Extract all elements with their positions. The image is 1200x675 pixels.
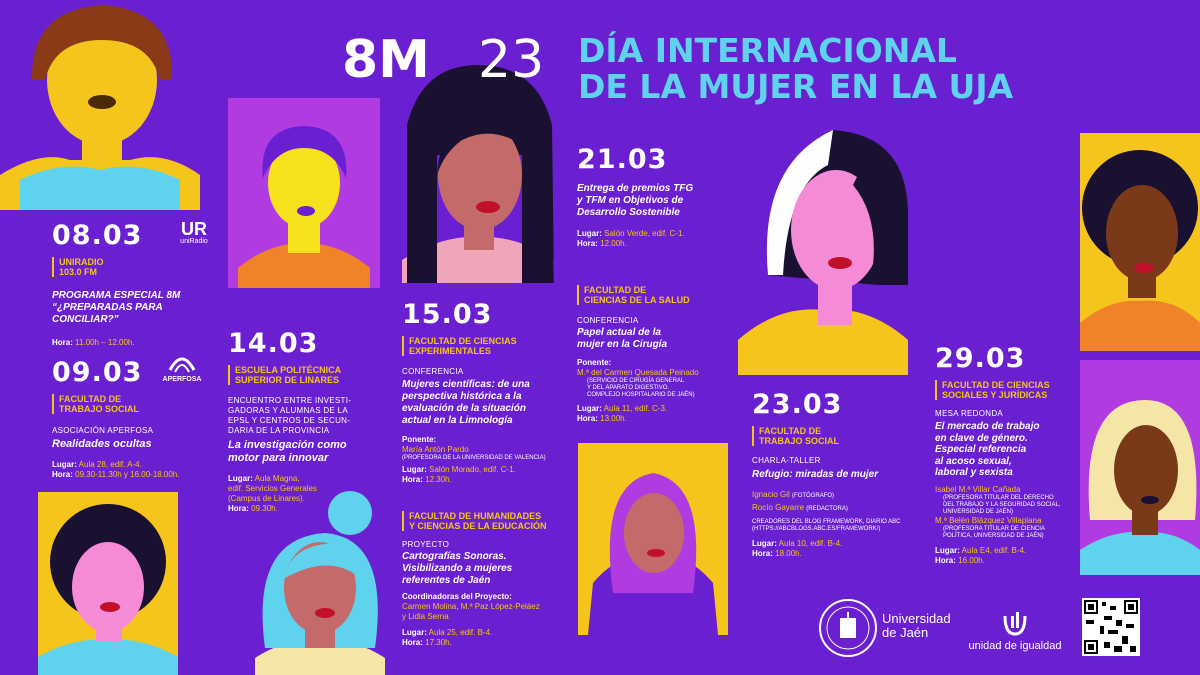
event-title: La investigación como motor para innovar (228, 439, 347, 464)
qr-code-icon (1084, 600, 1138, 654)
university-seal-icon (819, 599, 877, 657)
event-type: PROYECTO (402, 540, 450, 549)
event-1503: 15.03 FACULTAD DE CIENCIAS EXPERIMENTALES… (402, 299, 577, 485)
portrait-right-blonde (1080, 360, 1200, 575)
event-place: Lugar: Aula Magna, edif. Servicios Gener… (228, 474, 317, 503)
event-hour: Hora: 12.00h. (577, 239, 627, 248)
portrait-bottom-left (38, 492, 178, 675)
event-place: Lugar: Salón Morado, edif. C-1. (402, 465, 516, 474)
event-1403: 14.03 ESCUELA POLITÉCNICA SUPERIOR DE LIN… (228, 328, 398, 514)
event-hour: Hora: 13.00h. (577, 414, 627, 423)
event-date: 21.03 (577, 144, 668, 175)
event-0803: 08.03 UNIRADIO 103.0 FM PROGRAMA ESPECIAL… (52, 220, 232, 348)
event-title: El mercado de trabajo en clave de género.… (935, 421, 1040, 478)
event-2103: 21.03 Entrega de premios TFG y TFM en Obj… (577, 144, 737, 249)
event-creators: CREADORES DEL BLOG FRAMEWORK, DIARIO ABC… (752, 519, 901, 532)
event-venue: UNIRADIO 103.0 FM (52, 257, 232, 277)
event-venue: FACULTAD DE HUMANIDADES Y CIENCIAS DE LA … (402, 511, 577, 531)
event-speaker: Ponente: María Antón Pardo (PROFESORA DE … (402, 435, 546, 461)
portrait-purple-square (228, 98, 380, 288)
event-venue: FACULTAD DE TRABAJO SOCIAL (52, 394, 232, 414)
event-date: 14.03 (228, 328, 319, 359)
portrait-two-tone-hair (738, 125, 908, 375)
event-title: Entrega de premios TFG y TFM en Objetivos… (577, 183, 694, 218)
event-type: ASOCIACIÓN APERFOSA (52, 426, 154, 435)
event-place: Lugar: Aula 10, edif. B-4. (752, 539, 843, 548)
event-venue: FACULTAD DE CIENCIAS EXPERIMENTALES (402, 336, 577, 356)
event-date: 23.03 (752, 389, 843, 420)
event-type: CHARLA-TALLER (752, 456, 821, 465)
igualdad-label: unidad de igualdad (968, 640, 1062, 652)
event-ciencias-salud: FACULTAD DE CIENCIAS DE LA SALUD CONFEREN… (577, 285, 737, 424)
event-date: 09.03 (52, 357, 143, 388)
igualdad-logo: unidad de igualdad (960, 610, 1070, 660)
event-hour: Hora: 09.30h. (228, 504, 278, 513)
event-date: 08.03 (52, 220, 143, 251)
event-title: Cartografías Sonoras. Visibilizando a muj… (402, 551, 513, 586)
university-name-line1: Universidad (882, 611, 951, 626)
event-venue: ESCUELA POLITÉCNICA SUPERIOR DE LINARES (228, 365, 398, 385)
header-title-line1: DÍA INTERNACIONAL (578, 31, 957, 70)
portrait-center-dark-hair (402, 65, 554, 283)
portrait-hijab (578, 443, 728, 635)
portrait-top-left (0, 0, 200, 210)
header-title-line2: DE LA MUJER EN LA UJA (578, 67, 1014, 106)
event-place: Lugar: Aula 25, edif. B-4. (402, 628, 493, 637)
header-year: 23 (478, 30, 545, 90)
event-hour: Hora: 17.30h. (402, 638, 452, 647)
event-hour: Hora: 18.00h. (752, 549, 802, 558)
event-title: Mujeres científicas: de una perspectiva h… (402, 379, 530, 426)
event-2303: 23.03 FACULTAD DE TRABAJO SOCIAL CHARLA-T… (752, 389, 922, 559)
event-hour: Hora: 11.00h – 12.00h. (52, 338, 135, 347)
event-place: Lugar: Salón Verde, edif. C-1. (577, 229, 685, 238)
event-humanidades: FACULTAD DE HUMANIDADES Y CIENCIAS DE LA … (402, 511, 577, 648)
event-speaker: Ponente: M.ª del Carmen Quesada Peinado … (577, 358, 699, 398)
university-logo: Universidad de Jaén (818, 598, 968, 658)
event-speakers: Isabel M.ª Villar Cañada (PROFESORA TITU… (935, 484, 1061, 539)
university-name-line2: de Jaén (882, 625, 929, 640)
event-hour: Hora: 09.30-11.30h y 16.00-18.00h. (52, 470, 180, 479)
aperfosa-logo: APERFOSA (160, 350, 204, 383)
event-date: 29.03 (935, 343, 1026, 374)
event-type: MESA REDONDA (935, 409, 1004, 418)
event-0903: 09.03 FACULTAD DE TRABAJO SOCIAL ASOCIACI… (52, 357, 232, 480)
event-title: Realidades ocultas (52, 438, 152, 450)
event-place: Lugar: Aula 11, edif. C-3. (577, 404, 668, 413)
igualdad-icon (1003, 612, 1027, 636)
event-venue: FACULTAD DE CIENCIAS DE LA SALUD (577, 285, 737, 305)
event-type: CONFERENCIA (577, 316, 639, 325)
event-place: Lugar: Aula E4, edif. B-4. (935, 545, 1027, 555)
event-title: Refugio: miradas de mujer (752, 469, 879, 480)
event-place: Lugar: Aula 28, edif. A-4. (52, 460, 142, 469)
event-title: Papel actual de la mujer en la Cirugía (577, 327, 668, 350)
event-venue: FACULTAD DE TRABAJO SOCIAL (752, 426, 922, 446)
event-2903: 29.03 FACULTAD DE CIENCIAS SOCIALES Y JUR… (935, 343, 1075, 566)
portrait-bottom-cyan-hair (250, 488, 390, 675)
event-type: ENCUENTRO ENTRE INVESTI- GADORAS Y ALUMNA… (228, 396, 352, 435)
qr-code[interactable] (1082, 598, 1140, 656)
event-hour: Hora: 16.00h. (935, 555, 985, 565)
event-title: PROGRAMA ESPECIAL 8M “¿PREPARADAS PARA CON… (52, 290, 181, 325)
event-hour: Hora: 12.30h. (402, 475, 452, 484)
event-type: CONFERENCIA (402, 367, 464, 376)
header-8m: 8M (342, 30, 430, 90)
event-venue: FACULTAD DE CIENCIAS SOCIALES Y JURÍDICAS (935, 380, 1075, 400)
event-coordinators: Coordinadoras del Proyecto: Carmen Molin… (402, 592, 540, 621)
event-speakers: Ignacio Gil (FOTÓGRAFO) Rocío Gayarre (R… (752, 490, 848, 512)
event-date: 15.03 (402, 299, 493, 330)
portrait-right-curly (1080, 133, 1200, 351)
uniradio-logo: UR uniRadio (180, 219, 208, 245)
